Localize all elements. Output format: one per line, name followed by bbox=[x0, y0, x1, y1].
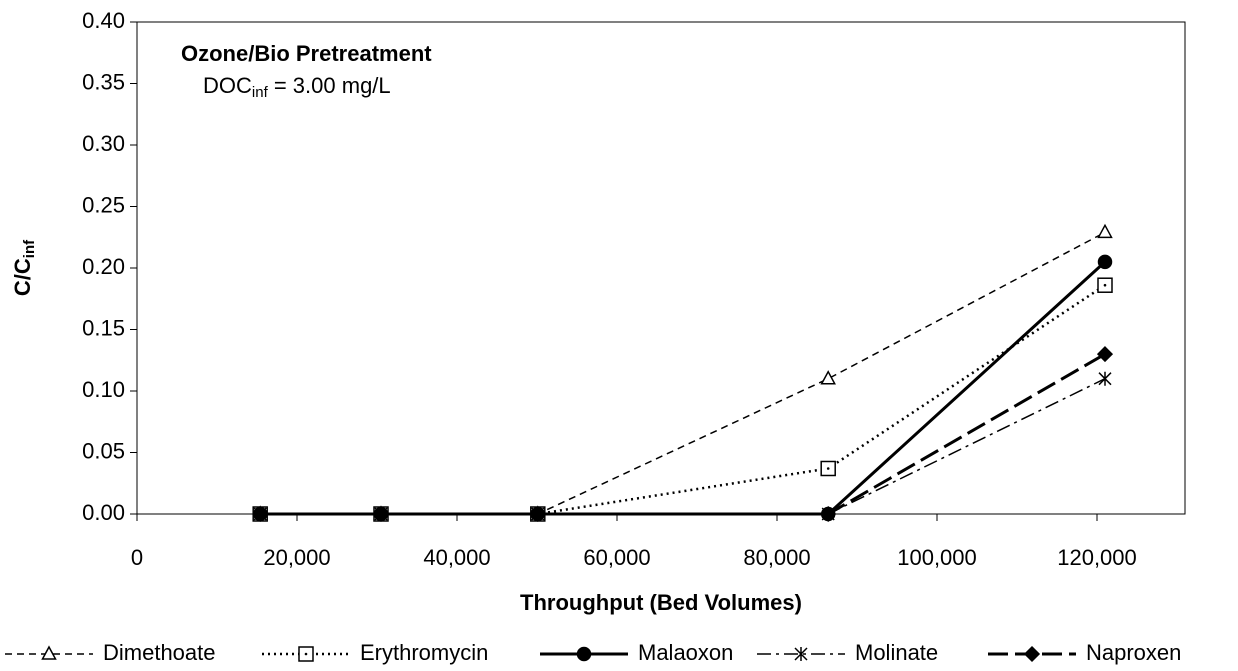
legend-label: Erythromycin bbox=[360, 640, 488, 665]
annotation-rest: = 3.00 mg/L bbox=[268, 73, 391, 98]
marker bbox=[1097, 223, 1113, 239]
legend-marker bbox=[794, 647, 808, 661]
marker bbox=[1023, 645, 1041, 663]
x-tick-label: 100,000 bbox=[897, 545, 977, 570]
legend-marker bbox=[41, 645, 57, 660]
series-line bbox=[260, 231, 1106, 515]
x-tick-label: 80,000 bbox=[743, 545, 810, 570]
marker bbox=[576, 646, 592, 662]
marker bbox=[1098, 371, 1112, 386]
y-tick-label: 0.40 bbox=[82, 8, 125, 33]
y-label-main: C/C bbox=[10, 258, 35, 296]
x-tick-label: 40,000 bbox=[423, 545, 490, 570]
marker bbox=[529, 505, 546, 523]
x-tick-label: 20,000 bbox=[263, 545, 330, 570]
marker bbox=[820, 370, 836, 385]
y-tick-label: 0.10 bbox=[82, 377, 125, 402]
y-tick-label: 0.15 bbox=[82, 315, 125, 340]
marker-dot bbox=[304, 652, 308, 656]
annotation: DOCinf = 3.00 mg/L bbox=[203, 73, 391, 101]
legend-label: Dimethoate bbox=[103, 640, 216, 665]
marker-dot bbox=[1103, 283, 1107, 287]
annotation-main: DOC bbox=[203, 73, 252, 98]
marker bbox=[372, 505, 390, 523]
x-tick-label: 120,000 bbox=[1057, 545, 1137, 570]
marker-dot bbox=[826, 467, 830, 470]
legend-label: Molinate bbox=[855, 640, 938, 665]
y-tick-label: 0.25 bbox=[82, 192, 125, 217]
marker bbox=[41, 645, 57, 660]
series-line bbox=[260, 284, 1106, 516]
legend-label: Naproxen bbox=[1086, 640, 1181, 665]
legend-label: Malaoxon bbox=[638, 640, 733, 665]
marker bbox=[252, 505, 269, 523]
x-tick-label: 60,000 bbox=[583, 545, 650, 570]
annotation-title: Ozone/Bio Pretreatment bbox=[181, 41, 432, 66]
x-tick-label: 0 bbox=[131, 545, 143, 570]
y-tick-label: 0.05 bbox=[82, 438, 125, 463]
x-axis-label: Throughput (Bed Volumes) bbox=[520, 590, 802, 615]
marker bbox=[1097, 254, 1113, 270]
marker bbox=[820, 505, 837, 523]
y-tick-label: 0.00 bbox=[82, 500, 125, 525]
y-tick-label: 0.20 bbox=[82, 254, 125, 279]
y-axis-label: C/Cinf bbox=[10, 239, 38, 296]
marker bbox=[1096, 346, 1114, 363]
marker bbox=[794, 647, 808, 661]
y-tick-label: 0.35 bbox=[82, 69, 125, 94]
y-label-sub: inf bbox=[21, 239, 38, 258]
legend-marker bbox=[576, 646, 592, 662]
legend-marker bbox=[298, 646, 314, 662]
y-tick-label: 0.30 bbox=[82, 131, 125, 156]
legend-marker bbox=[1023, 645, 1041, 663]
annotation-sub: inf bbox=[252, 84, 269, 101]
series-line bbox=[260, 260, 1107, 516]
